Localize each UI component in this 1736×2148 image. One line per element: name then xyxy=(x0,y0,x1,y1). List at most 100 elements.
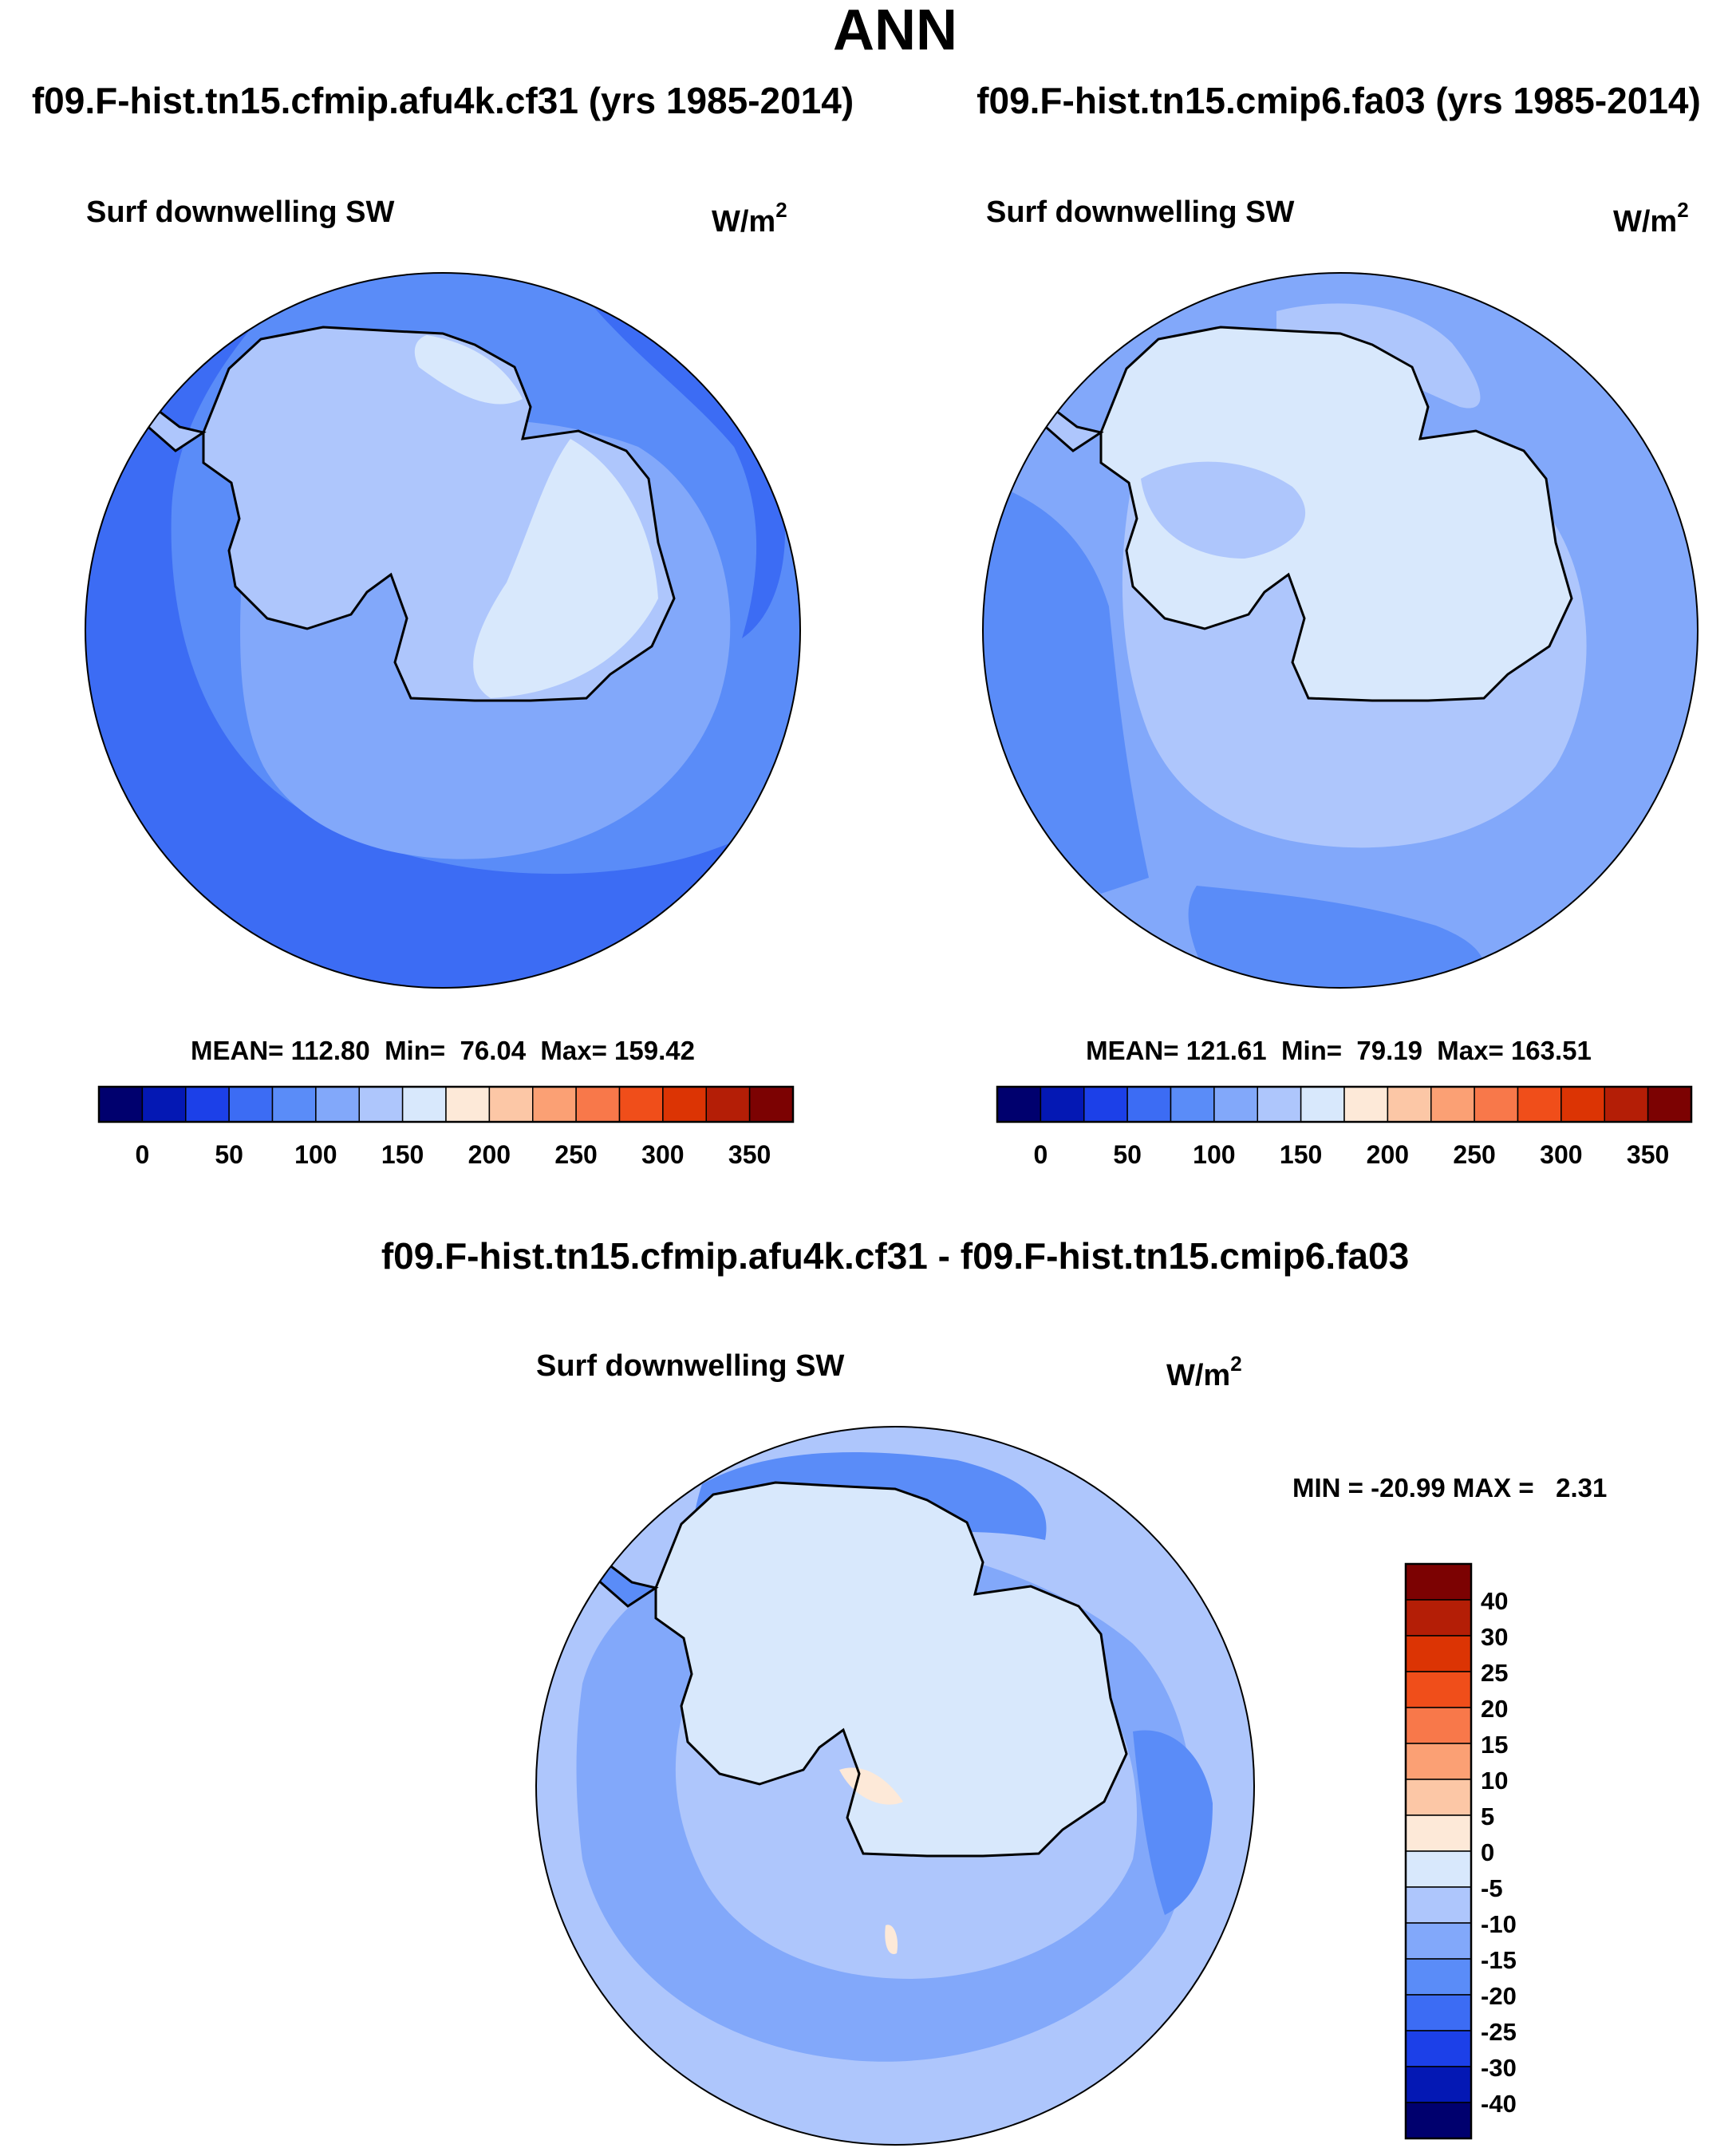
figure-title: ANN xyxy=(833,0,957,62)
colorbar-tick-label: 300 xyxy=(1540,1140,1582,1169)
difference-variable: Surf downwelling SW xyxy=(536,1349,844,1383)
colorbar-frame xyxy=(97,1085,795,1123)
panel-2-units: W/m2 xyxy=(1613,198,1689,239)
colorbar-swatch xyxy=(1170,1086,1215,1123)
colorbar-tick-label: 20 xyxy=(1481,1695,1508,1723)
difference-stats: MIN = -20.99 MAX = 2.31 xyxy=(1292,1473,1607,1502)
panel-cmip6: f09.F-hist.tn15.cmip6.fa03 (yrs 1985-201… xyxy=(977,80,1701,1169)
colorbar-swatch xyxy=(996,1086,1042,1123)
colorbar-tick-label: 10 xyxy=(1481,1767,1508,1795)
panel-2-variable: Surf downwelling SW xyxy=(986,195,1294,229)
colorbar-swatch xyxy=(271,1086,317,1123)
colorbar-swatch xyxy=(1405,1886,1472,1924)
colorbar-swatch xyxy=(1257,1086,1302,1123)
colorbar-tick-label: 50 xyxy=(1113,1140,1142,1169)
colorbar-tick-label: 150 xyxy=(1280,1140,1322,1169)
colorbar-tick-label: 25 xyxy=(1481,1659,1508,1687)
colorbar-tick-label: 40 xyxy=(1481,1587,1508,1615)
colorbar-swatch xyxy=(1405,1922,1472,1960)
colorbar-swatch xyxy=(748,1086,794,1123)
polar-map-2 xyxy=(982,272,1699,989)
colorbar-tick-label: 350 xyxy=(728,1140,771,1169)
colorbar-tick-label: 0 xyxy=(135,1140,149,1169)
colorbar-swatch xyxy=(1405,1814,1472,1852)
contour-band xyxy=(414,335,523,405)
contour-band xyxy=(1133,1730,1213,1915)
panel-1-variable: Surf downwelling SW xyxy=(86,195,394,229)
colorbar-swatch xyxy=(618,1086,664,1123)
colorbar-swatch xyxy=(1405,1599,1472,1637)
colorbar-frame xyxy=(996,1085,1693,1123)
colorbar-tick-label: -40 xyxy=(1481,2090,1517,2118)
colorbar-swatch xyxy=(575,1086,621,1123)
panel-cfmip: f09.F-hist.tn15.cfmip.afu4k.cf31 (yrs 19… xyxy=(32,80,854,1169)
colorbar-swatch xyxy=(1604,1086,1649,1123)
colorbar-tick-label: -5 xyxy=(1481,1874,1503,1902)
contour-band xyxy=(85,273,800,988)
colorbar-swatch xyxy=(1647,1086,1692,1123)
colorbar-swatch xyxy=(1517,1086,1562,1123)
colorbar-swatch xyxy=(532,1086,577,1123)
colorbar-swatch xyxy=(1405,1994,1472,2032)
colorbar-swatch xyxy=(705,1086,751,1123)
panel-difference: f09.F-hist.tn15.cfmip.afu4k.cf31 - f09.F… xyxy=(381,1235,1607,2146)
colorbar-swatch xyxy=(1405,1779,1472,1816)
colorbar-swatch xyxy=(228,1086,274,1123)
colorbar-tick-label: 15 xyxy=(1481,1731,1508,1759)
colorbar-tick-label: 350 xyxy=(1627,1140,1669,1169)
colorbar-tick-label: 0 xyxy=(1481,1838,1494,1866)
colorbar-swatch xyxy=(185,1086,230,1123)
colorbar-swatch xyxy=(1387,1086,1432,1123)
panel-2-case-title: f09.F-hist.tn15.cmip6.fa03 (yrs 1985-201… xyxy=(977,80,1701,121)
panel-2-stats: MEAN= 121.61 Min= 79.19 Max= 163.51 xyxy=(1086,1036,1592,1065)
colorbar-swatch xyxy=(1126,1086,1172,1123)
colorbar-tick-label: 150 xyxy=(381,1140,424,1169)
contour-band xyxy=(839,1767,903,1805)
colorbar-2: 0 50 100 150 200 250 300 350 xyxy=(996,1085,1693,1169)
colorbar-swatch xyxy=(488,1086,534,1123)
colorbar-swatch xyxy=(1083,1086,1128,1123)
colorbar-swatch xyxy=(1343,1086,1389,1123)
colorbar-tick-label: 30 xyxy=(1481,1623,1508,1651)
colorbar-swatch xyxy=(1405,1563,1472,1601)
panel-1-stats: MEAN= 112.80 Min= 76.04 Max= 159.42 xyxy=(191,1036,695,1065)
colorbar-swatch xyxy=(315,1086,360,1123)
colorbar-swatch xyxy=(1405,2030,1472,2067)
colorbar-tick-label: -30 xyxy=(1481,2054,1517,2082)
polar-map-difference xyxy=(535,1426,1255,2146)
colorbar-swatch xyxy=(1405,1850,1472,1888)
panel-1-units: W/m2 xyxy=(712,198,787,239)
colorbar-tick-label: 300 xyxy=(641,1140,684,1169)
colorbar-swatch xyxy=(1405,1635,1472,1672)
colorbar-swatch xyxy=(1405,2102,1472,2139)
difference-case-title: f09.F-hist.tn15.cfmip.afu4k.cf31 - f09.F… xyxy=(381,1235,1409,1277)
colorbar-swatch xyxy=(1560,1086,1605,1123)
colorbar-tick-label: 250 xyxy=(554,1140,597,1169)
contour-band xyxy=(885,1925,898,1954)
contour-band xyxy=(1188,886,1486,988)
contour-band xyxy=(1141,461,1306,559)
colorbar-1: 0 50 100 150 200 250 300 350 xyxy=(97,1085,795,1169)
colorbar-tick-label: 250 xyxy=(1453,1140,1495,1169)
colorbar-swatch xyxy=(1040,1086,1085,1123)
colorbar-tick-label: -25 xyxy=(1481,2018,1517,2046)
colorbar-tick-label: 200 xyxy=(468,1140,511,1169)
colorbar-tick-label: 100 xyxy=(294,1140,337,1169)
difference-units: W/m2 xyxy=(1166,1352,1242,1392)
colorbar-tick-label: -20 xyxy=(1481,1982,1517,2010)
colorbar-swatch xyxy=(1474,1086,1519,1123)
colorbar-swatch xyxy=(1405,1671,1472,1708)
polar-map-1 xyxy=(85,272,801,989)
colorbar-swatch xyxy=(1405,2066,1472,2103)
colorbar-swatch xyxy=(1430,1086,1475,1123)
colorbar-swatch xyxy=(401,1086,447,1123)
colorbar-tick-label: 50 xyxy=(215,1140,243,1169)
colorbar-swatch xyxy=(141,1086,187,1123)
colorbar-swatch xyxy=(1405,1743,1472,1780)
colorbar-swatch xyxy=(1213,1086,1258,1123)
colorbar-tick-label: 100 xyxy=(1193,1140,1235,1169)
colorbar-frame xyxy=(1404,1562,1473,2140)
colorbar-swatch xyxy=(358,1086,404,1123)
colorbar-swatch xyxy=(1405,1958,1472,1996)
